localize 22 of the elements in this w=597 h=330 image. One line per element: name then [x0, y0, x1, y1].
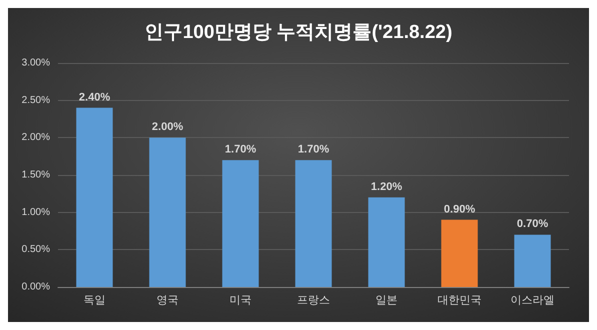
- y-tick-label: 2.00%: [22, 132, 50, 144]
- x-tick-label: 프랑스: [297, 294, 330, 306]
- data-label: 0.70%: [516, 218, 548, 230]
- data-label: 1.20%: [370, 180, 402, 193]
- y-tick-label: 3.00%: [22, 58, 50, 68]
- chart-title: 인구100만명당 누적치명률('21.8.22): [144, 22, 452, 43]
- y-tick-label: 1.50%: [22, 170, 50, 180]
- x-tick-label: 영국: [156, 294, 178, 306]
- y-tick-label: 1.00%: [22, 206, 50, 218]
- data-label: 2.00%: [152, 121, 184, 134]
- data-label: 1.70%: [224, 144, 256, 156]
- data-label: 2.40%: [78, 91, 110, 104]
- x-tick-label: 미국: [230, 294, 252, 306]
- x-tick-label: 독일: [84, 294, 106, 306]
- data-label: 0.90%: [444, 203, 476, 216]
- x-tick-label: 이스라엘: [510, 294, 554, 306]
- data-label: 1.70%: [298, 144, 330, 156]
- y-tick-label: 0.50%: [22, 244, 50, 256]
- y-tick-label: 0.00%: [22, 282, 50, 292]
- x-tick-label: 일본: [376, 294, 398, 306]
- y-tick-label: 2.50%: [22, 94, 50, 106]
- x-tick-label: 대한민국: [438, 294, 482, 306]
